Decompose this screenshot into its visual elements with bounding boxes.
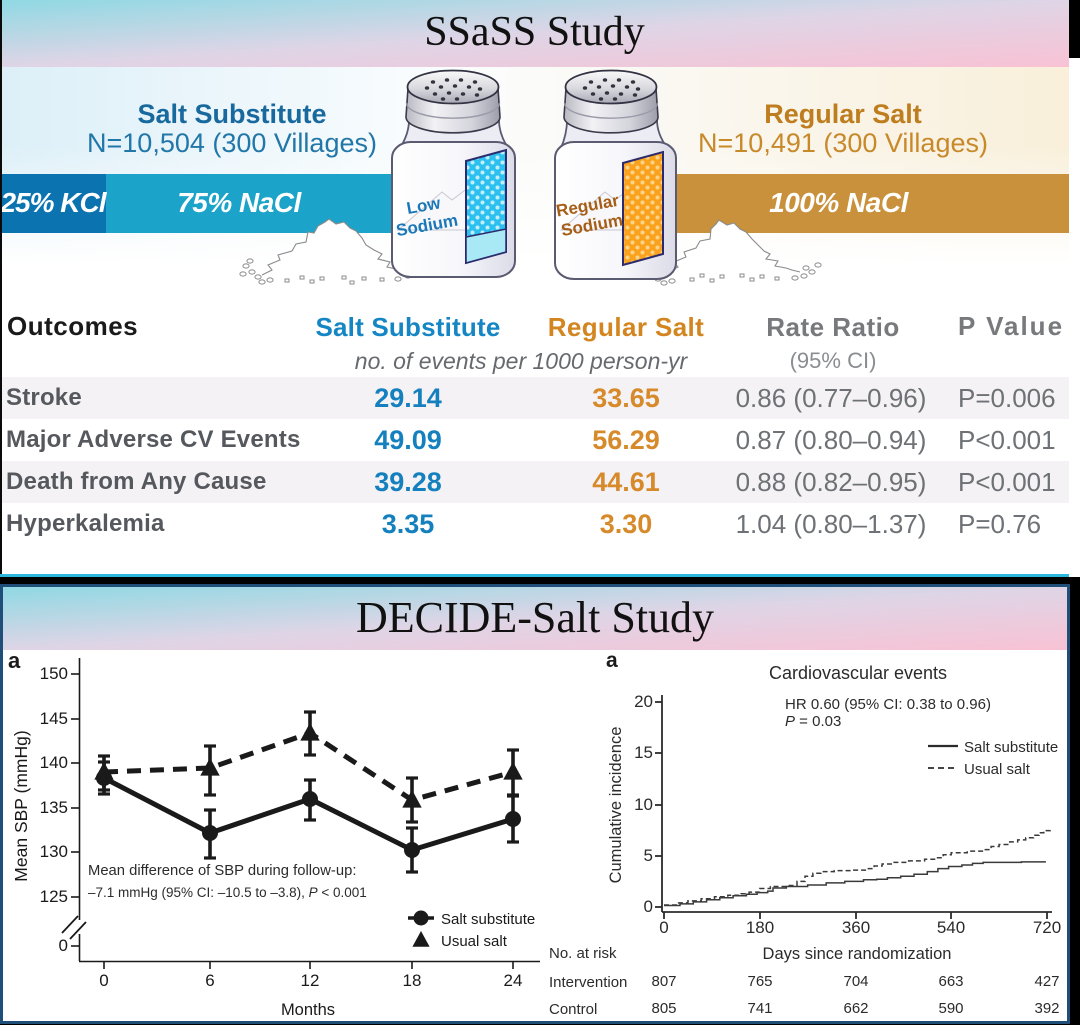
svg-text:590: 590: [938, 1000, 963, 1017]
svg-text:12: 12: [301, 971, 320, 990]
svg-text:125: 125: [40, 887, 68, 906]
svg-text:704: 704: [843, 973, 868, 990]
svg-text:180: 180: [746, 918, 774, 937]
svg-text:145: 145: [40, 709, 68, 728]
svg-text:663: 663: [938, 973, 963, 990]
svg-text:Cumulative incidence: Cumulative incidence: [607, 727, 625, 884]
svg-text:Usual salt: Usual salt: [964, 761, 1031, 778]
svg-text:P = 0.03: P = 0.03: [785, 713, 841, 730]
svg-text:Intervention: Intervention: [549, 974, 627, 991]
svg-text:130: 130: [40, 842, 68, 861]
svg-text:Days since randomization: Days since randomization: [763, 945, 952, 963]
svg-text:0: 0: [99, 971, 108, 990]
svg-text:Cardiovascular events: Cardiovascular events: [769, 663, 947, 683]
svg-text:427: 427: [1034, 973, 1059, 990]
svg-text:Salt substitute: Salt substitute: [441, 911, 535, 928]
svg-text:20: 20: [634, 692, 653, 711]
svg-text:662: 662: [843, 1000, 868, 1017]
svg-text:807: 807: [651, 973, 676, 990]
svg-text:135: 135: [40, 798, 68, 817]
svg-text:741: 741: [747, 1000, 772, 1017]
svg-text:a: a: [606, 650, 618, 672]
svg-text:360: 360: [842, 918, 870, 937]
svg-text:805: 805: [651, 1000, 676, 1017]
svg-text:15: 15: [634, 743, 653, 762]
svg-text:HR 0.60 (95% CI: 0.38 to 0.96): HR 0.60 (95% CI: 0.38 to 0.96): [785, 696, 991, 713]
svg-text:Control: Control: [549, 1001, 597, 1018]
svg-text:a: a: [8, 650, 21, 673]
svg-text:5: 5: [644, 846, 653, 865]
svg-text:24: 24: [504, 971, 523, 990]
svg-text:18: 18: [403, 971, 422, 990]
svg-text:0: 0: [644, 897, 653, 916]
svg-text:Salt substitute: Salt substitute: [964, 739, 1058, 756]
svg-text:Mean difference of SBP during: Mean difference of SBP during follow-up:: [88, 863, 356, 879]
svg-text:140: 140: [40, 753, 68, 772]
svg-text:392: 392: [1034, 1000, 1059, 1017]
svg-text:6: 6: [205, 971, 214, 990]
svg-text:150: 150: [40, 664, 68, 683]
svg-text:No. at risk: No. at risk: [549, 945, 617, 962]
svg-text:765: 765: [747, 973, 772, 990]
svg-text:540: 540: [937, 918, 965, 937]
svg-text:Mean SBP (mmHg): Mean SBP (mmHg): [11, 730, 31, 881]
svg-text:720: 720: [1033, 918, 1061, 937]
svg-text:0: 0: [59, 936, 68, 955]
svg-text:Months: Months: [281, 1001, 335, 1019]
svg-text:–7.1 mmHg (95% CI: –10.5 to –3: –7.1 mmHg (95% CI: –10.5 to –3.8), P < 0…: [88, 885, 367, 900]
svg-text:Usual salt: Usual salt: [441, 933, 508, 950]
svg-text:10: 10: [634, 795, 653, 814]
svg-text:0: 0: [659, 918, 668, 937]
